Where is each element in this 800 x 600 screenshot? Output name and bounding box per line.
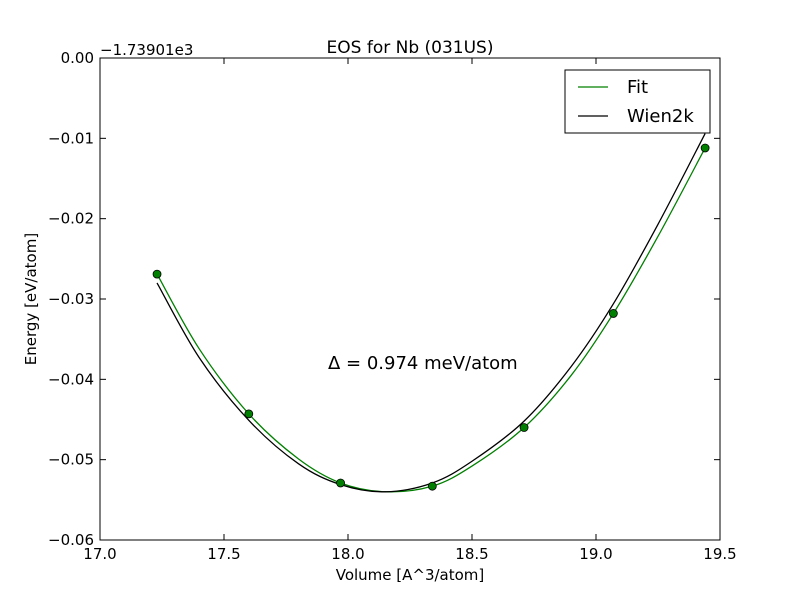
data-points bbox=[152, 143, 710, 491]
tick-labels: 17.0 17.5 18.0 18.5 19.0 19.5 0.00 −0.01 −0.02 −0… bbox=[48, 49, 737, 563]
data-point bbox=[427, 481, 437, 491]
y-offset-label: −1.73901e3 bbox=[100, 41, 193, 59]
data-point bbox=[608, 309, 618, 318]
legend: Fit Wien2k bbox=[564, 69, 711, 134]
y-tick-label: −0.03 bbox=[48, 290, 94, 308]
legend-box bbox=[564, 69, 711, 134]
series-line-wien2k bbox=[156, 133, 706, 493]
y-tick-label: −0.01 bbox=[48, 129, 94, 147]
data-point bbox=[519, 423, 529, 432]
y-axis-label: Energy [eV/atom] bbox=[22, 233, 40, 365]
data-point bbox=[244, 409, 254, 419]
plot-frame bbox=[99, 57, 721, 541]
series-lines bbox=[156, 133, 706, 493]
x-tick-label: 17.5 bbox=[207, 545, 240, 563]
series-line-fit bbox=[156, 147, 706, 493]
legend-label-fit: Fit bbox=[627, 77, 648, 98]
x-tick-label: 17.0 bbox=[83, 545, 116, 563]
y-tick-label: −0.06 bbox=[48, 531, 94, 549]
y-tick-label: −0.02 bbox=[48, 210, 94, 228]
x-tick-label: 18.5 bbox=[455, 545, 488, 563]
data-point bbox=[336, 478, 345, 488]
y-tick-label: −0.05 bbox=[48, 451, 94, 469]
data-point bbox=[152, 269, 162, 279]
data-point bbox=[700, 143, 710, 153]
y-tick-label: −0.04 bbox=[48, 370, 94, 388]
x-tick-label: 19.5 bbox=[703, 545, 736, 563]
y-tick-label: 0.00 bbox=[61, 49, 94, 67]
x-tick-label: 19.0 bbox=[579, 545, 612, 563]
legend-label-wien2k: Wien2k bbox=[627, 106, 694, 127]
chart-title: EOS for Nb (031US) bbox=[327, 38, 494, 58]
delta-annotation: Δ = 0.974 meV/atom bbox=[328, 353, 518, 374]
x-axis-label: Volume [A^3/atom] bbox=[336, 566, 485, 584]
x-tick-label: 18.0 bbox=[331, 545, 364, 563]
